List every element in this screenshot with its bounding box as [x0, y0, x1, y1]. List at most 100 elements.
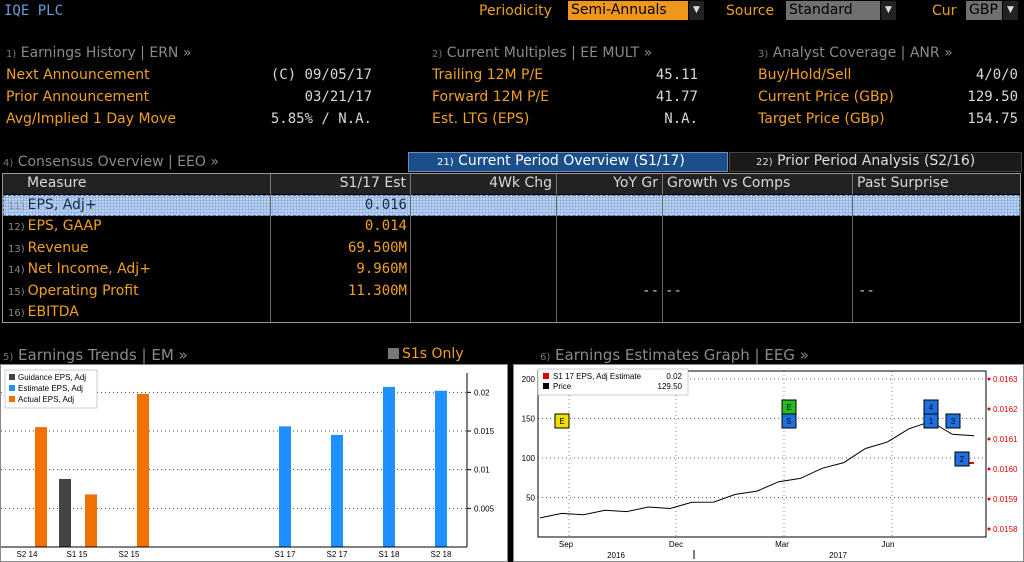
est-cell: 11.300M	[347, 283, 407, 299]
x-year-label: 2016	[607, 551, 625, 560]
right-tick-label: 0.0158	[993, 525, 1018, 534]
chevron-down-icon[interactable]: ▼	[688, 1, 704, 20]
table-row[interactable]: 15) Operating Profit	[8, 283, 139, 299]
avg-move-label: Avg/Implied 1 Day Move	[6, 111, 177, 127]
earnings-estimates-graph-link[interactable]: 6) Earnings Estimates Graph | EEG »	[540, 346, 809, 364]
event-marker-label: E	[559, 417, 564, 426]
col-past-surprise[interactable]: Past Surprise	[853, 174, 1020, 194]
buy-hold-sell-value: 4/0/0	[975, 67, 1018, 83]
y-tick-label: 0.005	[474, 504, 495, 513]
target-price-value: 154.75	[967, 111, 1018, 127]
legend-estimate: Estimate EPS, Adj	[18, 384, 83, 393]
left-tick-label: 50	[526, 493, 535, 502]
left-tick-label: 200	[522, 375, 536, 384]
current-multiples-link[interactable]: 2) Current Multiples | EE MULT »	[432, 45, 653, 61]
forward-pe-label: Forward 12M P/E	[432, 89, 550, 105]
x-month-label: Mar	[775, 540, 789, 549]
x-year-label: 2017	[829, 551, 847, 560]
periodicity-dropdown[interactable]: Semi-Annuals ▼	[568, 1, 704, 20]
col-measure[interactable]: Measure	[3, 174, 271, 194]
table-row[interactable]: 13) Revenue	[8, 240, 89, 256]
legend-estimate-value: 0.02	[666, 372, 682, 381]
col-4wk-chg[interactable]: 4Wk Chg	[411, 174, 557, 194]
consensus-overview-link[interactable]: 4) Consensus Overview | EEO »	[3, 154, 219, 170]
legend-guidance: Guidance EPS, Adj	[18, 373, 86, 382]
event-marker	[945, 413, 961, 429]
legend-swatch-estimate	[543, 373, 549, 379]
earnings-estimates-chart: 50 100 150 200 0.0158 0.0159 0.0160 0.0161 0.016…	[513, 364, 1024, 562]
col-yoy-gr[interactable]: YoY Gr	[557, 174, 663, 194]
current-price-value: 129.50	[967, 89, 1018, 105]
periodicity-label: Periodicity	[479, 3, 552, 19]
right-tick	[987, 497, 991, 501]
legend-swatch-price	[543, 383, 549, 389]
tab-prior-period[interactable]: 22) Prior Period Analysis (S2/16)	[729, 152, 1022, 172]
earnings-trends-chart: 0.005 0.01 0.015 0.02 S2 14 S1 15 S2 15 S1 17 S2…	[0, 364, 508, 562]
source-dropdown[interactable]: Standard ▼	[786, 1, 896, 20]
chevron-down-icon[interactable]: ▼	[1002, 1, 1018, 20]
cur-label: Cur	[932, 3, 957, 19]
trends-legend: Guidance EPS, Adj Estimate EPS, Adj Actu…	[4, 369, 98, 409]
x-tick-label: S1 17	[275, 550, 296, 559]
event-marker	[554, 413, 570, 429]
next-announcement-value: (C) 09/05/17	[270, 67, 372, 83]
currency-dropdown[interactable]: GBP ▼	[966, 1, 1018, 20]
earnings-trends-link[interactable]: 5) Earnings Trends | EM »	[3, 346, 188, 364]
trailing-pe-value: 45.11	[655, 67, 698, 83]
periodicity-value: Semi-Annuals	[571, 2, 667, 18]
trailing-pe-label: Trailing 12M P/E	[432, 67, 544, 83]
bar	[85, 494, 97, 547]
earnings-history-link[interactable]: 1) Earnings History | ERN »	[6, 45, 192, 61]
forward-pe-value: 41.77	[655, 89, 698, 105]
bar	[383, 386, 395, 547]
ticker-title: IQE PLC	[4, 3, 64, 19]
yoy-cell: --	[642, 283, 659, 299]
est-ltg-value: N.A.	[664, 111, 698, 127]
event-marker-label: 2	[960, 455, 965, 464]
col-growth-vs-comps[interactable]: Growth vs Comps	[663, 174, 853, 194]
chevron-down-icon[interactable]: ▼	[880, 1, 896, 20]
currency-value: GBP	[969, 2, 998, 18]
table-row[interactable]: 14) Net Income, Adj+	[8, 261, 151, 277]
x-tick-label: S2 14	[17, 550, 38, 559]
right-tick-label: 0.0163	[993, 375, 1018, 384]
col-s1-17-est[interactable]: S1/17 Est	[271, 174, 411, 194]
x-tick-label: S2 18	[431, 550, 452, 559]
right-tick-label: 0.0162	[993, 405, 1018, 414]
event-marker	[923, 413, 939, 429]
x-month-label: Dec	[669, 540, 683, 549]
left-tick-label: 150	[522, 414, 536, 423]
consensus-table: Measure S1/17 Est 4Wk Chg YoY Gr Growth …	[2, 173, 1021, 323]
selected-row-highlight	[3, 195, 1020, 216]
left-tick-label: 100	[522, 454, 536, 463]
right-tick	[987, 527, 991, 531]
table-row[interactable]: 12) EPS, GAAP	[8, 218, 102, 234]
x-tick-label: S1 15	[67, 550, 88, 559]
x-month-label: Jun	[882, 540, 895, 549]
table-row[interactable]: 16) EBITDA	[8, 304, 79, 320]
current-price-label: Current Price (GBp)	[758, 89, 894, 105]
bar	[35, 427, 47, 547]
legend-price: Price	[553, 382, 572, 391]
event-marker-label: 5	[787, 417, 792, 426]
plot-frame	[537, 370, 987, 538]
s1s-only-toggle[interactable]: S1s Only	[388, 346, 464, 362]
bar	[137, 393, 149, 547]
earnings-estimates-svg: 50 100 150 200 0.0158 0.0159 0.0160 0.0161 0.016…	[522, 368, 1018, 560]
x-tick-label: S2 15	[119, 550, 140, 559]
legend-swatch-guidance	[9, 374, 15, 380]
buy-hold-sell-label: Buy/Hold/Sell	[758, 67, 852, 83]
est-ltg-label: Est. LTG (EPS)	[432, 111, 530, 127]
est-cell: 0.016	[364, 197, 407, 213]
tab-current-period[interactable]: 21) Current Period Overview (S1/17)	[408, 152, 728, 172]
event-marker	[781, 413, 797, 429]
table-row[interactable]: 11) EPS, Adj+	[8, 197, 97, 213]
price-line	[539, 420, 975, 519]
checkbox-icon[interactable]	[388, 348, 399, 359]
event-marker-label: 3	[951, 417, 956, 426]
analyst-coverage-link[interactable]: 3) Analyst Coverage | ANR »	[758, 45, 953, 61]
est-cell: 9.960M	[356, 261, 407, 277]
prior-announcement-value: 03/21/17	[304, 89, 372, 105]
y-tick-label: 0.015	[474, 427, 495, 436]
eeg-legend: S1 17 EPS, Adj Estimate 0.02 Price 129.5…	[537, 368, 689, 396]
